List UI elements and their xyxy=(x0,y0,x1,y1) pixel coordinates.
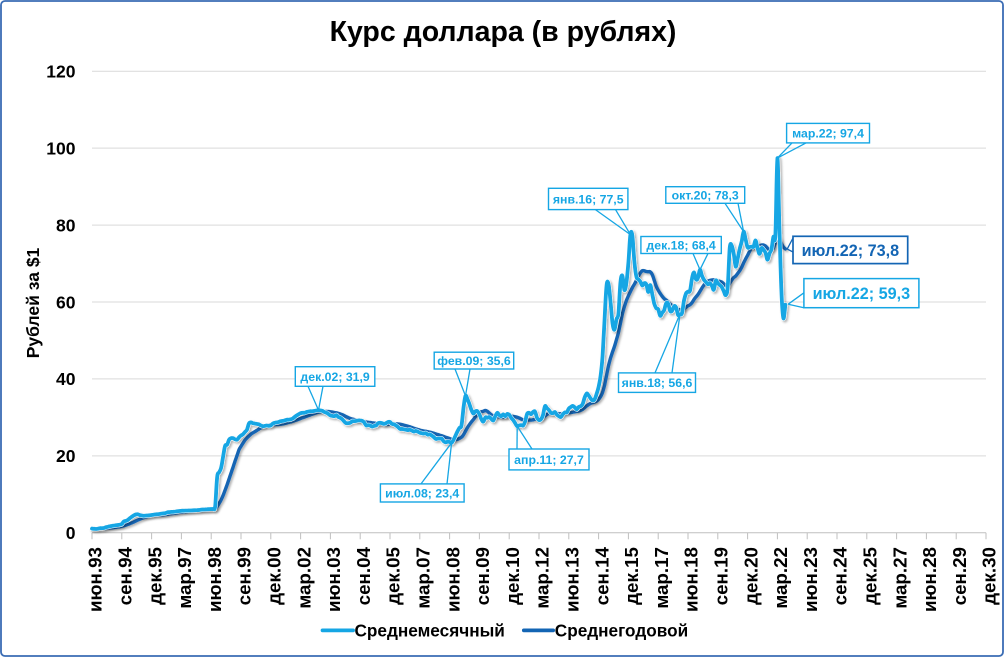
svg-text:мар.17: мар.17 xyxy=(651,547,672,609)
svg-text:дек.00: дек.00 xyxy=(264,547,285,605)
svg-text:сен.99: сен.99 xyxy=(234,547,255,605)
svg-text:фев.09; 35,6: фев.09; 35,6 xyxy=(437,354,511,368)
svg-text:дек.02; 31,9: дек.02; 31,9 xyxy=(300,370,369,384)
svg-text:июн.98: июн.98 xyxy=(204,547,225,612)
svg-text:сен.94: сен.94 xyxy=(115,546,136,605)
svg-text:сен.29: сен.29 xyxy=(949,547,970,605)
svg-text:июл.08; 23,4: июл.08; 23,4 xyxy=(385,486,459,500)
svg-text:июн.13: июн.13 xyxy=(562,547,583,612)
svg-text:сен.24: сен.24 xyxy=(830,546,851,605)
svg-text:0: 0 xyxy=(66,523,76,543)
svg-text:мар.02: мар.02 xyxy=(293,547,314,609)
svg-text:сен.14: сен.14 xyxy=(591,546,612,605)
svg-text:Среднемесячный: Среднемесячный xyxy=(355,621,505,641)
svg-text:дек.20: дек.20 xyxy=(740,547,761,605)
svg-text:июн.23: июн.23 xyxy=(800,547,821,612)
svg-text:80: 80 xyxy=(56,215,76,235)
svg-text:июн.18: июн.18 xyxy=(681,547,702,612)
svg-text:сен.19: сен.19 xyxy=(711,547,732,605)
svg-text:июн.03: июн.03 xyxy=(323,547,344,612)
svg-text:янв.16; 77,5: янв.16; 77,5 xyxy=(553,192,624,206)
svg-text:мар.12: мар.12 xyxy=(532,547,553,609)
svg-text:дек.30: дек.30 xyxy=(979,547,1000,605)
svg-text:окт.20; 78,3: окт.20; 78,3 xyxy=(672,188,739,202)
svg-text:дек.10: дек.10 xyxy=(502,547,523,605)
svg-text:мар.07: мар.07 xyxy=(413,547,434,609)
svg-text:мар.27: мар.27 xyxy=(889,547,910,609)
svg-text:сен.09: сен.09 xyxy=(472,547,493,605)
svg-text:40: 40 xyxy=(56,369,76,389)
svg-text:дек.95: дек.95 xyxy=(144,547,165,605)
svg-text:апр.11; 27,7: апр.11; 27,7 xyxy=(514,453,584,467)
svg-text:мар.22: мар.22 xyxy=(770,547,791,609)
svg-text:дек.15: дек.15 xyxy=(621,547,642,605)
svg-text:Рублей за $1: Рублей за $1 xyxy=(23,247,43,358)
svg-text:июл.22; 59,3: июл.22; 59,3 xyxy=(813,285,911,303)
svg-text:20: 20 xyxy=(56,446,76,466)
svg-text:120: 120 xyxy=(46,62,75,82)
svg-text:дек.25: дек.25 xyxy=(860,547,881,605)
svg-text:Курс доллара (в рублях): Курс доллара (в рублях) xyxy=(330,16,677,48)
svg-text:июн.08: июн.08 xyxy=(442,547,463,612)
svg-text:мар.22; 97,4: мар.22; 97,4 xyxy=(792,127,864,141)
svg-text:янв.18; 56,6: янв.18; 56,6 xyxy=(622,376,693,390)
svg-text:Среднегодовой: Среднегодовой xyxy=(555,621,688,641)
svg-text:июн.93: июн.93 xyxy=(85,547,106,612)
svg-text:60: 60 xyxy=(56,292,76,312)
svg-text:сен.04: сен.04 xyxy=(353,546,374,605)
svg-text:дек.05: дек.05 xyxy=(383,547,404,605)
svg-text:июл.22; 73,8: июл.22; 73,8 xyxy=(802,242,900,260)
svg-text:100: 100 xyxy=(46,138,75,158)
svg-text:дек.18; 68,4: дек.18; 68,4 xyxy=(646,238,715,252)
svg-text:июн.28: июн.28 xyxy=(919,547,940,612)
svg-text:мар.97: мар.97 xyxy=(174,547,195,609)
